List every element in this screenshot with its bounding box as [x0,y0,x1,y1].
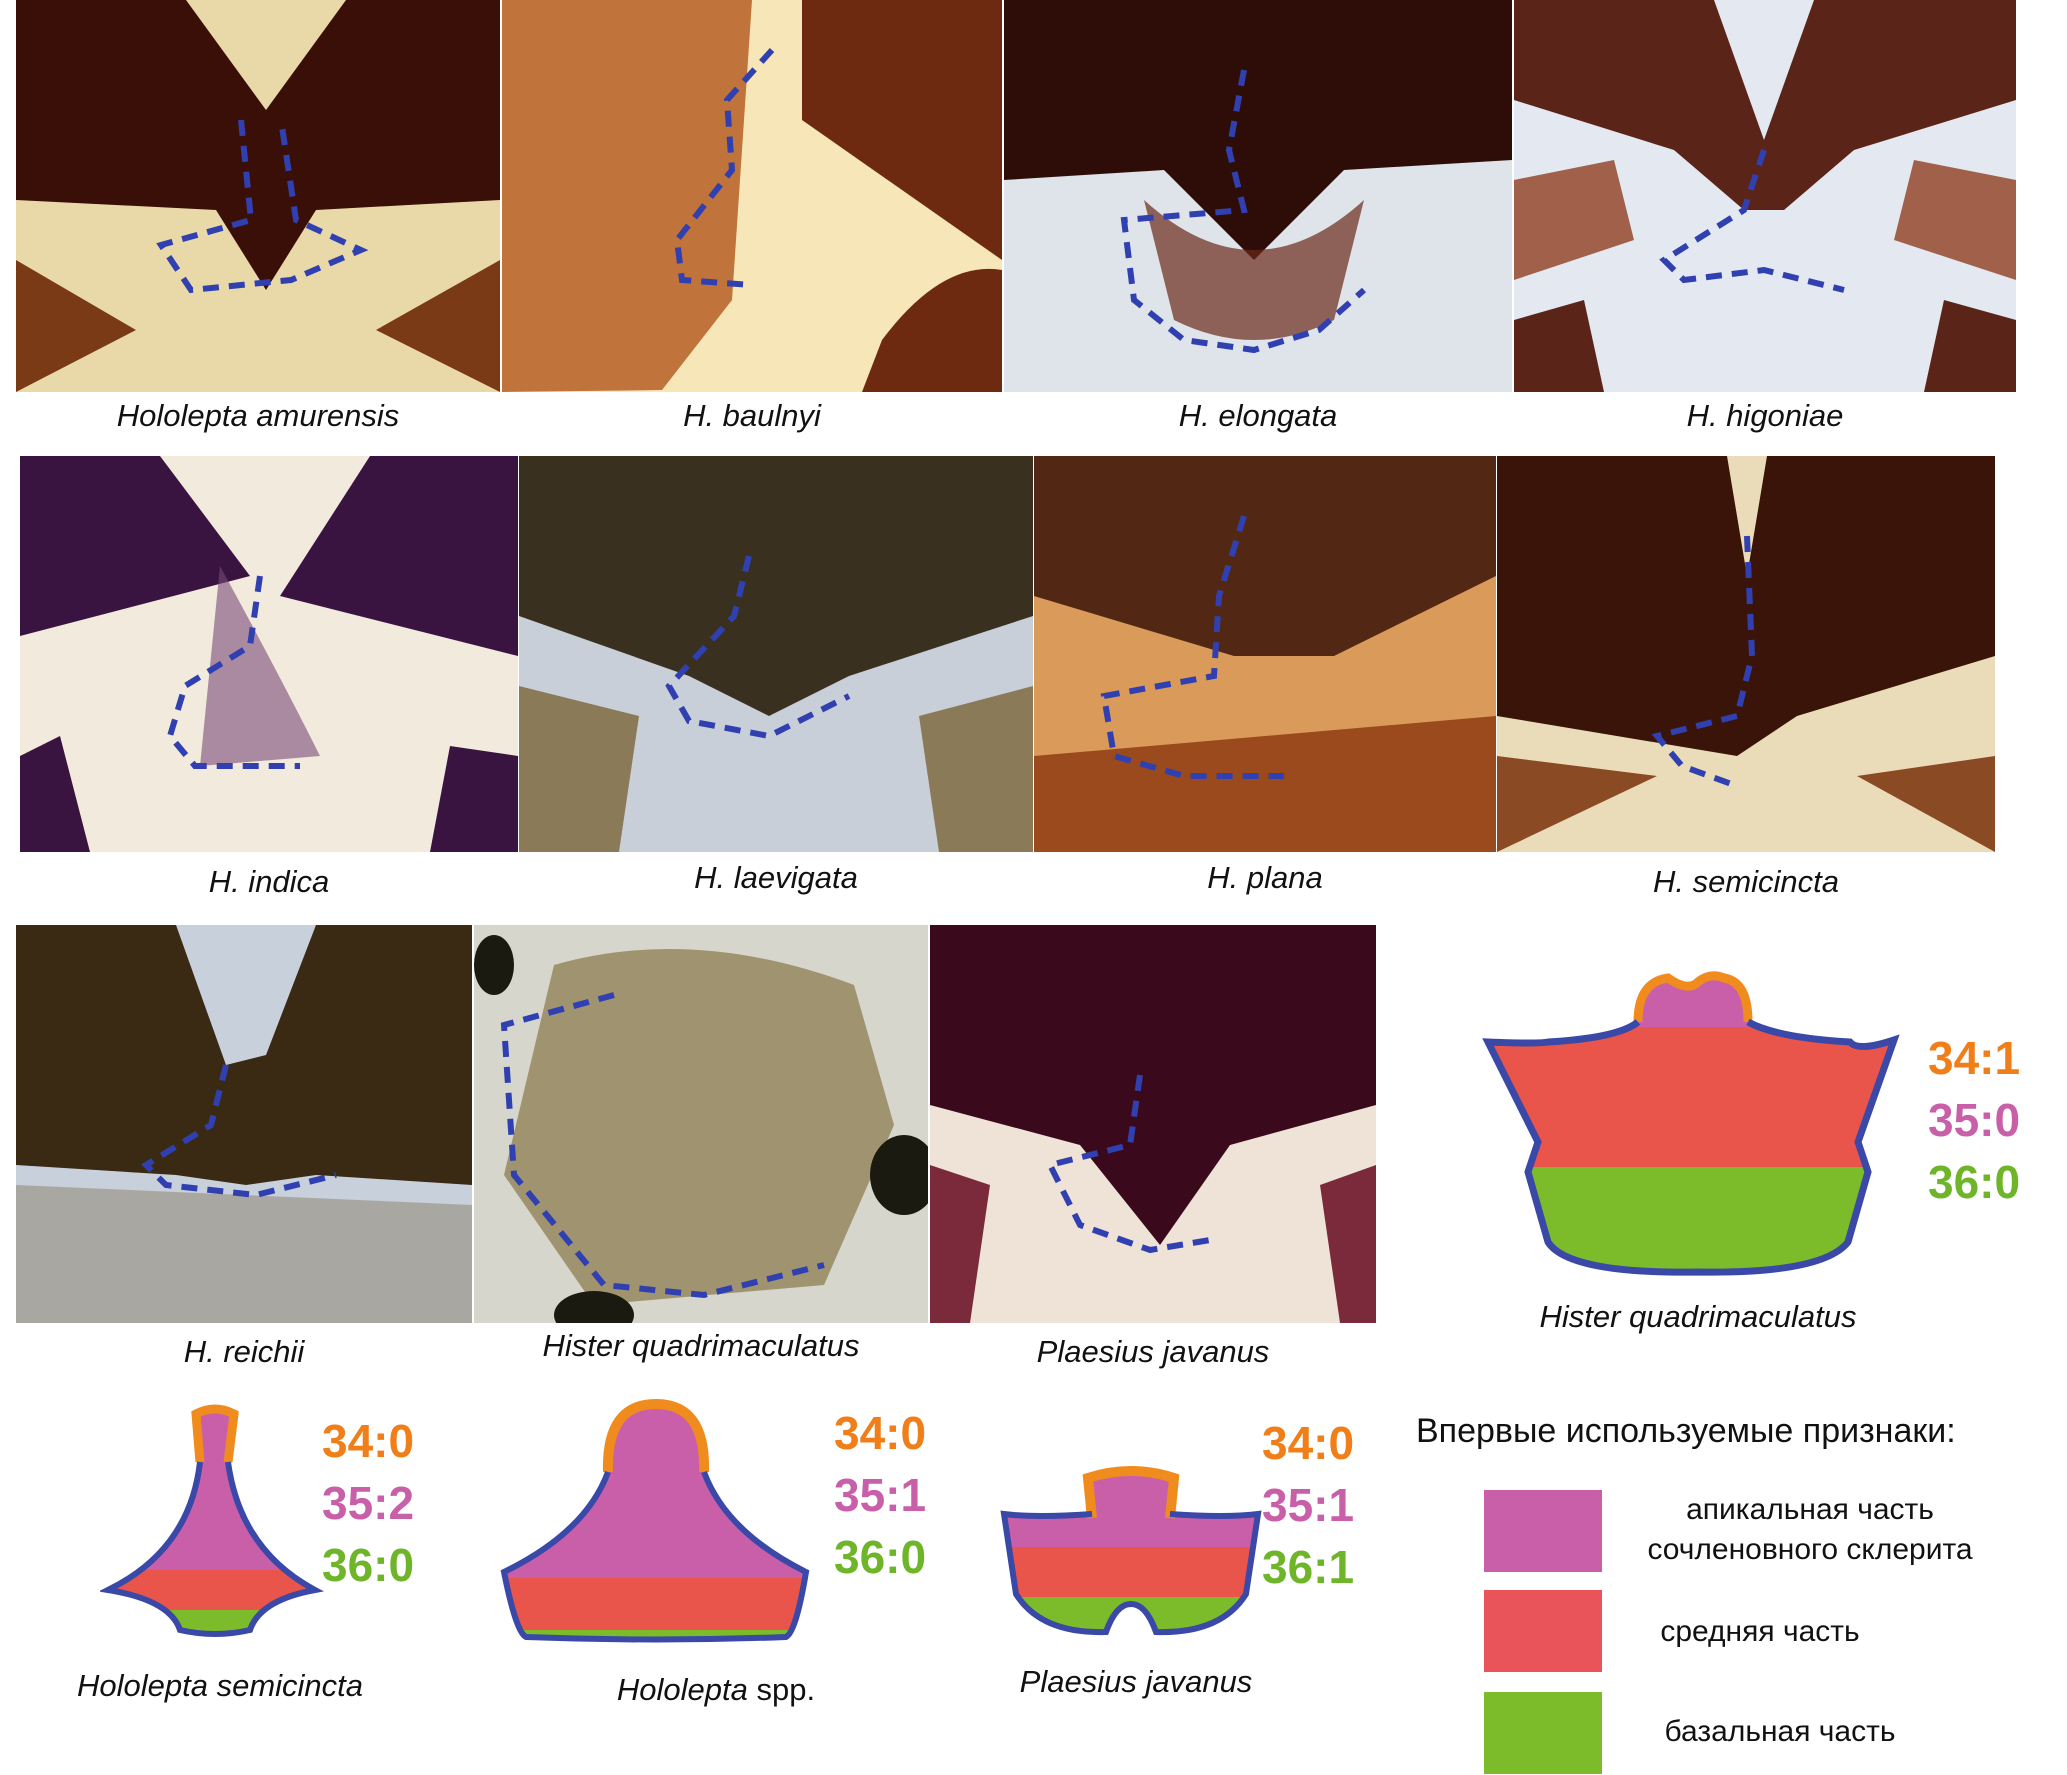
photo-h-elongata [1004,0,1512,392]
caption-plaesius-javanus: Plaesius javanus [1036,1334,1270,1369]
code-35: 35:2 [322,1477,415,1529]
codes-hololepta-semicincta: 34:0 35:2 36:0 [322,1410,414,1596]
caption-h-semicincta: H. semicincta [1652,864,1840,899]
caption-h-laevigata: H. laevigata [694,860,858,895]
legend-label-middle: средняя часть [1660,1615,1860,1648]
code-34: 34:1 [1928,1032,2021,1084]
photo-h-higoniae [1514,0,2016,392]
code-36: 36:0 [834,1531,927,1583]
photo-hololepta-amurensis [16,0,500,392]
caption-diagram-hololepta-spp: Hololepta spp. [496,1672,936,1708]
caption-diagram-hister-quadrimaculatus: Hister quadrimaculatus [1539,1299,1857,1334]
caption-hololepta-amurensis: Hololepta amurensis [116,398,400,433]
caption-h-reichii: H. reichii [183,1334,305,1369]
code-36: 36:0 [1928,1156,2021,1208]
photo-h-reichii [16,925,472,1323]
code-35: 35:1 [834,1469,927,1521]
legend-title: Впервые используемые признаки: [1416,1412,1956,1450]
code-36: 36:1 [1262,1541,1355,1593]
sclerite-diagram-hololepta-semicincta [100,1404,325,1637]
caption-hister-quadrimaculatus: Hister quadrimaculatus [542,1328,860,1363]
code-34: 34:0 [834,1407,927,1459]
caption-h-baulnyi: H. baulnyi [683,398,821,433]
caption-h-plana: H. plana [1207,860,1323,895]
caption-diagram-hololepta-semicincta: Hololepta semicincta [76,1668,364,1703]
caption-genus: Hololepta [616,1672,748,1707]
legend-label-apical: апикальная часть сочленовного склерита [1610,1490,2010,1570]
codes-hololepta-spp: 34:0 35:1 36:0 [834,1402,926,1588]
legend-label-apical-line1: апикальная часть [1686,1493,1934,1526]
code-34: 34:0 [322,1415,415,1467]
photo-h-indica [20,456,518,852]
codes-plaesius-javanus: 34:0 35:1 36:1 [1262,1412,1354,1598]
caption-h-higoniae: H. higoniae [1686,398,1844,433]
code-35: 35:0 [1928,1094,2021,1146]
photo-h-baulnyi [502,0,1002,392]
legend-swatch-middle [1484,1590,1602,1672]
codes-hister-quadrimaculatus: 34:1 35:0 36:0 [1928,1027,2020,1213]
sclerite-diagram-hololepta-spp [500,1398,810,1643]
photo-hister-quadrimaculatus [474,925,928,1323]
caption-diagram-plaesius-javanus: Plaesius javanus [1019,1664,1253,1699]
caption-h-indica: H. indica [208,864,330,899]
sclerite-diagram-plaesius-javanus [1000,1466,1262,1636]
code-36: 36:0 [322,1539,415,1591]
sclerite-diagram-hister-quadrimaculatus [1482,971,1900,1276]
photo-plaesius-javanus [930,925,1376,1323]
photo-h-semicincta [1497,456,1995,852]
legend-swatch-apical [1484,1490,1602,1572]
photo-h-laevigata [519,456,1033,852]
legend-swatch-basal [1484,1692,1602,1774]
caption-suffix: spp. [747,1672,816,1707]
legend-label-basal: базальная часть [1664,1715,1896,1748]
code-34: 34:0 [1262,1417,1355,1469]
caption-h-elongata: H. elongata [1178,398,1338,433]
legend-label-apical-line2: сочленовного склерита [1647,1533,1973,1566]
photo-h-plana [1034,456,1496,852]
code-35: 35:1 [1262,1479,1355,1531]
